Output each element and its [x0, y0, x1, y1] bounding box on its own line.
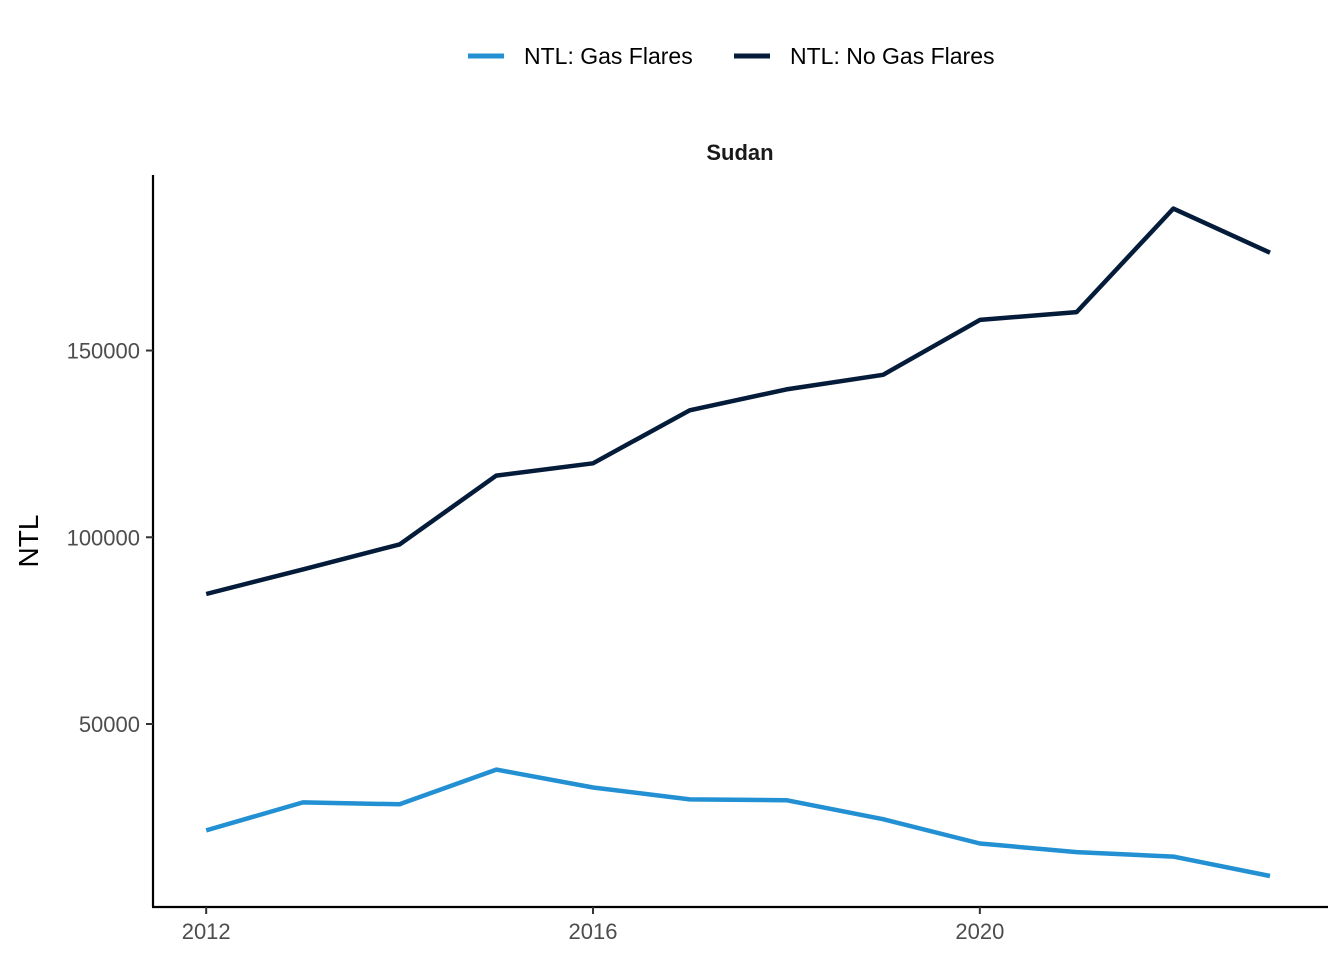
y-tick-label: 150000 — [67, 339, 140, 364]
panel-title: Sudan — [706, 140, 773, 165]
y-axis-ticks: 50000 100000 150000 — [67, 339, 153, 737]
y-tick-label: 100000 — [67, 525, 140, 550]
series-line-no-gas-flares — [205, 206, 1271, 597]
x-axis-ticks: 2012 2016 2020 — [182, 907, 1004, 944]
y-tick-label: 50000 — [79, 712, 140, 737]
x-tick-label: 2012 — [182, 919, 231, 944]
y-axis-title: NTL — [13, 515, 44, 568]
legend-label-gas-flares: NTL: Gas Flares — [524, 43, 693, 69]
series-layer — [205, 206, 1271, 879]
legend: NTL: Gas Flares NTL: No Gas Flares — [468, 43, 995, 69]
x-tick-label: 2020 — [955, 919, 1004, 944]
series-line-gas-flares — [205, 767, 1271, 879]
legend-label-no-gas-flares: NTL: No Gas Flares — [790, 43, 995, 69]
x-tick-label: 2016 — [569, 919, 618, 944]
